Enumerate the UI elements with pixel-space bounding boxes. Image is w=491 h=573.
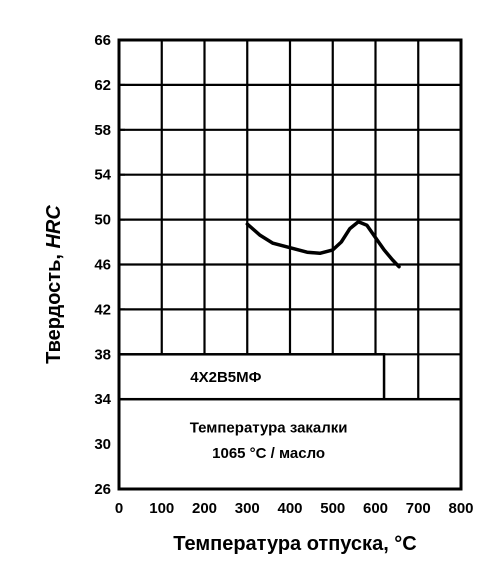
x-tick-label: 800 (448, 500, 473, 517)
quench-medium-label: 1065 °C / масло (212, 445, 325, 462)
y-tick-label: 42 (94, 301, 111, 318)
x-axis-title: Температура отпуска, °C (173, 533, 417, 555)
y-axis-title-unit: HRC (43, 205, 65, 249)
x-tick-label: 0 (115, 500, 123, 517)
steel-grade-label: 4Х2В5МФ (190, 369, 261, 386)
x-tick-label: 400 (277, 500, 302, 517)
y-tick-label: 34 (94, 391, 111, 408)
y-tick-label: 38 (94, 346, 111, 363)
y-tick-label: 58 (94, 122, 111, 139)
y-axis-title: Твердость, HRC (43, 205, 65, 364)
x-tick-label: 500 (320, 500, 345, 517)
y-tick-label: 66 (94, 32, 111, 49)
x-tick-label: 600 (363, 500, 388, 517)
y-tick-label: 26 (94, 481, 111, 498)
x-tick-label: 300 (235, 500, 260, 517)
series-line (245, 220, 401, 269)
y-tick-label: 30 (94, 436, 111, 453)
annotation-box-lower (117, 397, 463, 491)
quench-temperature-label: Температура закалки (190, 419, 348, 436)
y-tick-label: 54 (94, 167, 111, 184)
y-axis-ticks: 26 30 34 38 42 46 50 54 58 62 66 (94, 32, 125, 498)
y-tick-label: 50 (94, 212, 111, 229)
y-tick-label: 62 (94, 77, 111, 94)
x-tick-label: 200 (192, 500, 217, 517)
y-tick-label: 46 (94, 257, 111, 274)
x-tick-label: 100 (149, 500, 174, 517)
y-axis-title-text: Твердость, (43, 249, 65, 364)
x-tick-label: 700 (406, 500, 431, 517)
plot-frame (117, 38, 463, 491)
x-axis-ticks: 0 100 200 300 400 500 600 700 800 (115, 483, 474, 517)
